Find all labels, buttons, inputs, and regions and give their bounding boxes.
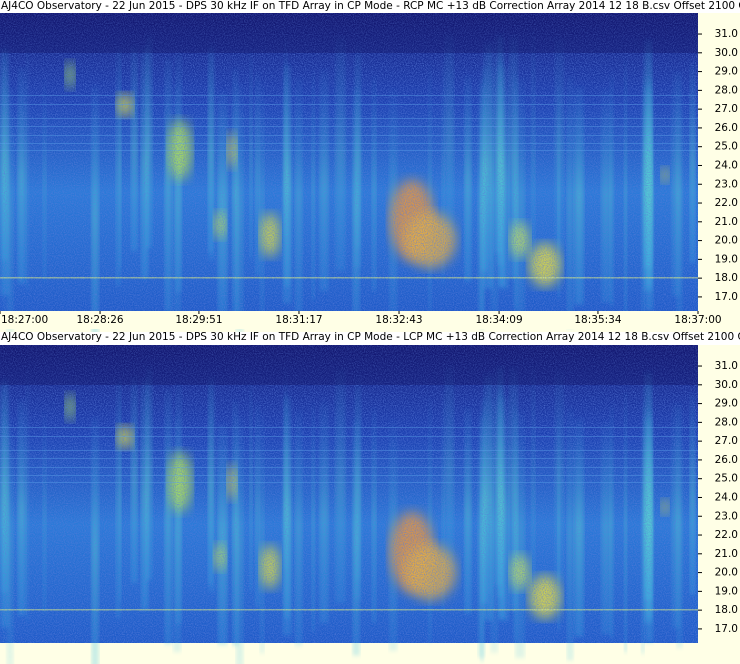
- title-strip: [0, 0, 740, 13]
- spectrogram-panel: [0, 13, 698, 343]
- y-tick-label: 29.0: [715, 66, 738, 78]
- night-band: [0, 345, 698, 385]
- y-tick-label: 30.0: [715, 379, 738, 391]
- y-tick-label: 28.0: [715, 416, 738, 428]
- y-tick-label: 20.0: [715, 235, 738, 247]
- y-tick-label: 19.0: [715, 585, 738, 597]
- y-tick-label: 23.0: [715, 510, 738, 522]
- y-tick-label: 27.0: [715, 103, 738, 115]
- y-tick-label: 30.0: [715, 47, 738, 59]
- y-axis-area: [698, 13, 740, 311]
- x-tick-label: 18:32:43: [375, 314, 422, 326]
- y-tick-label: 21.0: [715, 216, 738, 228]
- x-tick-label: 18:37:00: [674, 314, 721, 326]
- x-axis-area: [0, 311, 740, 329]
- y-tick-label: 27.0: [715, 435, 738, 447]
- y-tick-label: 25.0: [715, 141, 738, 153]
- night-band: [0, 13, 698, 53]
- y-tick-label: 22.0: [715, 197, 738, 209]
- spectrogram-noise: [0, 345, 698, 643]
- y-tick-label: 28.0: [715, 84, 738, 96]
- y-tick-label: 26.0: [715, 454, 738, 466]
- x-tick-label: 18:34:09: [475, 314, 522, 326]
- spectrogram-panel: [0, 345, 698, 664]
- y-tick-label: 18.0: [715, 272, 738, 284]
- y-tick-label: 31.0: [715, 28, 738, 40]
- x-tick-label: 18:28:26: [76, 314, 123, 326]
- y-tick-label: 25.0: [715, 473, 738, 485]
- y-tick-label: 24.0: [715, 491, 738, 503]
- y-axis-area: [698, 345, 740, 643]
- y-tick-label: 23.0: [715, 178, 738, 190]
- panel-title: AJ4CO Observatory - 22 Jun 2015 - DPS 30…: [1, 331, 740, 343]
- x-tick-label: 18:29:51: [175, 314, 222, 326]
- panel-title: AJ4CO Observatory - 22 Jun 2015 - DPS 30…: [1, 0, 740, 12]
- x-tick-label: 18:27:00: [1, 314, 48, 326]
- y-tick-label: 22.0: [715, 529, 738, 541]
- y-tick-label: 20.0: [715, 567, 738, 579]
- y-tick-label: 18.0: [715, 604, 738, 616]
- y-tick-label: 19.0: [715, 253, 738, 265]
- spectrogram-noise: [0, 13, 698, 311]
- y-tick-label: 29.0: [715, 398, 738, 410]
- title-strip: [0, 332, 740, 345]
- x-tick-label: 18:31:17: [275, 314, 322, 326]
- y-tick-label: 26.0: [715, 122, 738, 134]
- y-tick-label: 17.0: [715, 623, 738, 635]
- y-tick-label: 31.0: [715, 360, 738, 372]
- y-tick-label: 21.0: [715, 548, 738, 560]
- y-tick-label: 24.0: [715, 159, 738, 171]
- x-tick-label: 18:35:34: [574, 314, 621, 326]
- y-tick-label: 17.0: [715, 291, 738, 303]
